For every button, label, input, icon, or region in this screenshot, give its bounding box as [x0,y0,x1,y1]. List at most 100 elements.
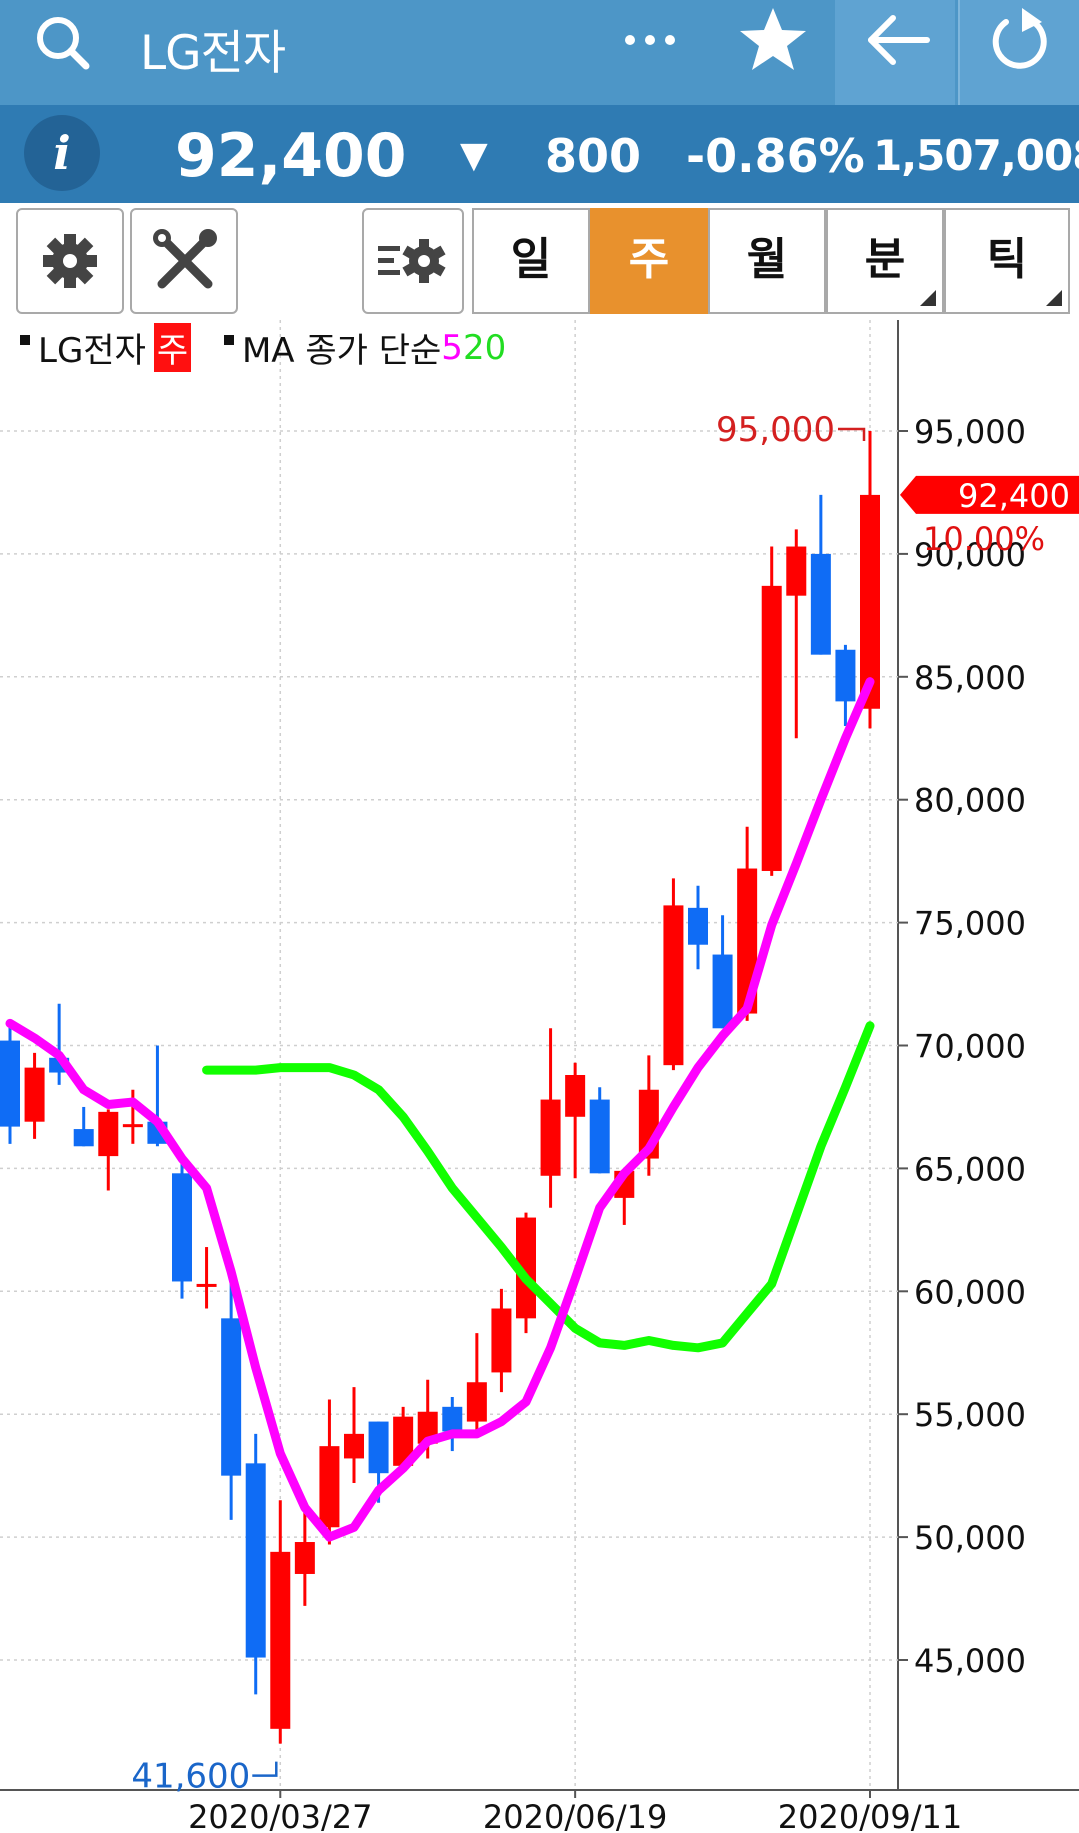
refresh-button[interactable] [958,0,1079,105]
y-tick-label: 95,000 [914,413,1026,451]
star-icon [740,8,806,70]
list-gear-icon [378,239,446,283]
dropdown-corner-icon [1046,290,1062,306]
candle-body [245,1463,266,1658]
x-tick-label: 2020/03/27 [188,1798,372,1833]
info-button[interactable]: i [24,115,100,191]
y-tick-label: 75,000 [914,905,1026,943]
ma5-line [5,677,875,1542]
candle-body [810,553,831,655]
candle-body [319,1446,340,1528]
y-tick-label: 70,000 [914,1028,1026,1066]
legend-stock-name: LG전자 [38,331,146,371]
candle-body [491,1308,512,1373]
chart-settings-button[interactable] [16,208,124,314]
candle-body [122,1124,143,1128]
candle-body [860,494,880,709]
tab-weekly[interactable]: 주 [590,208,708,314]
more-button[interactable] [610,0,700,105]
high-marker-arrow [838,427,866,441]
legend-ma20: 20 [462,327,507,368]
tab-daily-label: 일 [510,234,552,285]
current-price-tag-label: 92,400 [958,477,1070,515]
candle-body [73,1129,94,1147]
ma20-line [202,1021,875,1353]
legend-period-badge: 주 [153,323,192,372]
chart-toolbar: 일 주 월 분 틱 [0,203,1079,320]
candle-body [393,1416,414,1466]
tab-monthly[interactable]: 월 [708,208,826,314]
price-change: 800 [545,129,642,183]
candle-body [24,1067,45,1122]
trade-volume: 1,507,008 [873,131,1079,180]
candle-body [712,954,733,1029]
stock-title[interactable]: LG전자 [140,26,286,81]
candlestick-chart[interactable]: 95,000 90,000 85,000 80,000 75,000 70,000 65,0… [0,320,1079,1833]
y-tick-label: 50,000 [914,1519,1026,1557]
x-tick-label: 2020/09/11 [778,1798,962,1833]
candle-body [835,649,856,702]
y-tick-label: 65,000 [914,1150,1026,1188]
x-tick-label: 2020/06/19 [483,1798,667,1833]
candle-body [786,546,807,596]
candle-body [540,1099,561,1176]
refresh-icon [992,8,1047,69]
current-price: 92,400 [175,121,407,191]
back-arrow-icon [868,15,930,65]
candle-body [565,1074,586,1117]
candle-body [761,585,782,871]
y-tick-label: 80,000 [914,782,1026,820]
high-price-label: 95,000 [716,410,835,450]
candle-body [442,1406,463,1432]
candle-body [98,1111,119,1157]
back-button[interactable] [835,0,955,105]
candle-body [172,1173,192,1282]
search-icon [37,17,90,70]
current-rate-label: 10.00% [923,520,1045,558]
legend-ma5: 5 [441,327,463,368]
tab-minute[interactable]: 분 [826,208,944,314]
favorite-button[interactable] [728,0,818,105]
change-rate: -0.86% [686,129,865,183]
drawing-tools-button[interactable] [130,208,238,314]
low-marker-arrow [252,1761,278,1777]
candle-body [368,1421,389,1474]
y-tick-label: 55,000 [914,1396,1026,1434]
indicator-settings-button[interactable] [362,208,464,314]
info-icon: i [53,126,71,180]
price-chart[interactable]: 95,000 90,000 85,000 80,000 75,000 70,000 65,0… [0,320,1079,1833]
low-price-label: 41,600 [131,1757,250,1797]
search-button[interactable] [20,0,110,105]
y-tick-label: 90,000 [914,536,1026,574]
y-tick-label: 45,000 [914,1642,1026,1680]
candle-body [466,1382,487,1422]
legend-marker [223,334,234,345]
tab-monthly-label: 월 [746,234,788,285]
candle-body [663,905,684,1066]
y-tick-label: 60,000 [914,1273,1026,1311]
current-price-tag [900,475,1079,514]
y-tick-label: 85,000 [914,659,1026,697]
legend-marker [20,334,30,345]
candle-body [294,1542,315,1574]
tab-minute-label: 분 [864,234,906,285]
tools-icon [153,229,217,289]
candle-body [0,1040,20,1127]
tab-weekly-label: 주 [628,234,670,285]
app-header: LG전자 [0,0,1079,105]
quote-bar: i 92,400 ▼ 800 -0.86% 1,507,008 [0,105,1079,203]
candle-body [221,1318,242,1476]
chart-legend: LG전자 주 MA 종가 단순520 [20,323,506,372]
candle-body [688,907,708,945]
gear-icon [43,234,97,288]
down-arrow-icon: ▼ [460,135,488,176]
dropdown-corner-icon [920,290,936,306]
tab-tick-label: 틱 [986,234,1028,285]
legend-ma-label: MA 종가 단순 [241,331,442,371]
candle-body [516,1217,536,1319]
candle-body [344,1433,364,1459]
tab-tick[interactable]: 틱 [944,208,1070,314]
candle-body [589,1099,610,1174]
candle-body [270,1551,291,1729]
tab-daily[interactable]: 일 [472,208,590,314]
